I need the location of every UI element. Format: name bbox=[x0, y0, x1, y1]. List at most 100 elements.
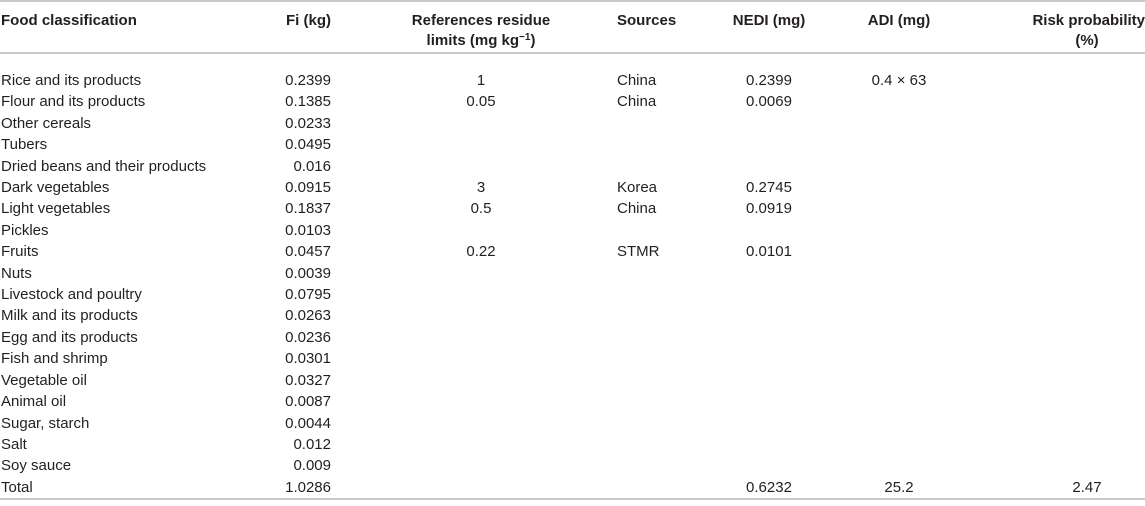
cell-food: Dried beans and their products bbox=[1, 157, 207, 175]
table-row: Sugar, starch 0.0044 bbox=[0, 413, 1145, 434]
cell-food: Dark vegetables bbox=[1, 179, 110, 197]
header-row: Food classification Fi (kg) References r… bbox=[0, 1, 1145, 53]
table-row: Tubers 0.0495 bbox=[0, 134, 1145, 155]
cell-source: China bbox=[617, 72, 657, 89]
cell-nedi bbox=[709, 413, 829, 434]
cell-source bbox=[581, 134, 709, 155]
cell-fi: 0.0915 bbox=[285, 179, 331, 197]
cell-source bbox=[581, 113, 709, 134]
cell-food: Soy sauce bbox=[1, 457, 72, 475]
cell-nedi bbox=[709, 134, 829, 155]
table-row: Livestock and poultry 0.0795 bbox=[0, 284, 1145, 305]
cell-adi bbox=[829, 413, 969, 434]
header-sources: Sources bbox=[617, 12, 677, 29]
cell-food: Pickles bbox=[1, 221, 49, 239]
header-reference-superscript: −1 bbox=[519, 32, 531, 43]
cell-fi: 0.0495 bbox=[285, 136, 331, 154]
cell-adi: 0.4 × 63 bbox=[871, 72, 927, 89]
cell-reference-limit bbox=[381, 455, 581, 476]
table-row: Nuts 0.0039 bbox=[0, 263, 1145, 284]
cell-fi: 0.0263 bbox=[285, 307, 331, 325]
cell-reference-limit bbox=[381, 305, 581, 326]
table-row: Other cereals 0.0233 bbox=[0, 113, 1145, 134]
cell-source bbox=[581, 327, 709, 348]
cell-risk-probability bbox=[969, 455, 1145, 476]
cell-nedi bbox=[709, 391, 829, 412]
table-row: Fruits 0.0457 0.22 STMR 0.0101 bbox=[0, 241, 1145, 262]
table-row: Egg and its products 0.0236 bbox=[0, 327, 1145, 348]
cell-reference-limit bbox=[381, 263, 581, 284]
header-reference-close: ) bbox=[530, 32, 536, 49]
cell-fi: 0.0087 bbox=[285, 393, 331, 411]
cell-fi: 0.016 bbox=[293, 157, 331, 175]
cell-risk-probability bbox=[969, 263, 1145, 284]
cell-food: Animal oil bbox=[1, 393, 67, 411]
cell-food: Total bbox=[1, 478, 33, 496]
cell-risk-probability bbox=[969, 370, 1145, 391]
cell-reference-limit bbox=[381, 156, 581, 177]
cell-source bbox=[581, 455, 709, 476]
cell-reference-limit bbox=[381, 413, 581, 434]
cell-source: China bbox=[617, 93, 657, 111]
cell-risk-probability bbox=[969, 198, 1145, 219]
cell-food: Sugar, starch bbox=[1, 414, 90, 432]
cell-fi: 0.0457 bbox=[285, 243, 331, 261]
table-row: Dark vegetables 0.0915 3 Korea 0.2745 bbox=[0, 177, 1145, 198]
table-row: Vegetable oil 0.0327 bbox=[0, 370, 1145, 391]
cell-reference-limit: 0.05 bbox=[466, 93, 496, 111]
cell-risk-probability bbox=[969, 91, 1145, 112]
cell-source bbox=[581, 413, 709, 434]
cell-food: Flour and its products bbox=[1, 93, 146, 111]
cell-source: China bbox=[617, 200, 657, 218]
cell-risk-probability bbox=[969, 305, 1145, 326]
table-row: Light vegetables 0.1837 0.5 China 0.0919 bbox=[0, 198, 1145, 219]
cell-nedi bbox=[709, 305, 829, 326]
cell-fi: 0.012 bbox=[293, 435, 331, 453]
table-row: Pickles 0.0103 bbox=[0, 220, 1145, 241]
cell-source bbox=[581, 434, 709, 455]
cell-risk-probability bbox=[969, 220, 1145, 241]
cell-adi bbox=[829, 284, 969, 305]
cell-nedi bbox=[709, 370, 829, 391]
cell-adi bbox=[829, 455, 969, 476]
cell-adi bbox=[829, 241, 969, 262]
cell-reference-limit bbox=[381, 327, 581, 348]
cell-reference-limit bbox=[381, 113, 581, 134]
table-body: Rice and its products 0.2399 1 China 0.2399 0… bbox=[0, 53, 1145, 500]
cell-fi: 0.1837 bbox=[285, 200, 331, 218]
cell-reference-limit bbox=[381, 284, 581, 305]
cell-nedi: 0.2745 bbox=[746, 179, 792, 197]
cell-fi: 0.0044 bbox=[285, 414, 331, 432]
cell-nedi: 0.2399 bbox=[746, 72, 792, 89]
table-row: Fish and shrimp 0.0301 bbox=[0, 348, 1145, 369]
cell-source bbox=[581, 348, 709, 369]
cell-nedi bbox=[709, 113, 829, 134]
cell-reference-limit: 3 bbox=[476, 179, 486, 197]
cell-adi bbox=[829, 134, 969, 155]
cell-fi: 0.0327 bbox=[285, 371, 331, 389]
header-risk-line2: (%) bbox=[1075, 32, 1099, 49]
cell-food: Livestock and poultry bbox=[1, 286, 142, 304]
cell-food: Fish and shrimp bbox=[1, 350, 108, 368]
cell-adi bbox=[829, 198, 969, 219]
cell-nedi bbox=[709, 348, 829, 369]
cell-source: Korea bbox=[617, 179, 658, 197]
cell-fi: 0.0301 bbox=[285, 350, 331, 368]
header-risk-probability: Risk probability (%) bbox=[969, 1, 1145, 53]
cell-food: Egg and its products bbox=[1, 328, 138, 346]
cell-food: Light vegetables bbox=[1, 200, 111, 218]
cell-fi: 0.009 bbox=[293, 457, 331, 475]
header-reference-line1: References residue bbox=[411, 12, 551, 29]
total-row: Total 1.0286 0.6232 25.2 2.47 bbox=[0, 477, 1145, 500]
cell-source bbox=[581, 305, 709, 326]
cell-reference-limit bbox=[381, 477, 581, 499]
header-food-classification: Food classification bbox=[1, 12, 137, 29]
cell-reference-limit bbox=[381, 348, 581, 369]
cell-source bbox=[581, 220, 709, 241]
cell-nedi bbox=[709, 434, 829, 455]
cell-risk-probability bbox=[969, 134, 1145, 155]
cell-adi: 25.2 bbox=[884, 478, 914, 496]
cell-source bbox=[581, 370, 709, 391]
cell-food: Fruits bbox=[1, 243, 39, 261]
